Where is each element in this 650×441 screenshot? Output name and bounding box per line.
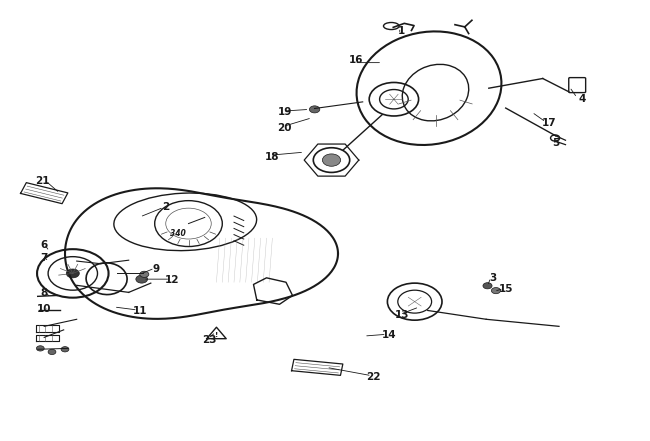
Text: 10: 10 xyxy=(37,304,51,314)
Text: 13: 13 xyxy=(395,310,409,320)
Circle shape xyxy=(36,346,44,351)
Text: 3: 3 xyxy=(489,273,497,283)
Text: 5: 5 xyxy=(552,138,560,148)
Text: 11: 11 xyxy=(133,306,147,316)
Text: 12: 12 xyxy=(165,275,179,285)
Text: 23: 23 xyxy=(202,335,216,344)
Text: 18: 18 xyxy=(265,152,279,161)
Text: 7: 7 xyxy=(40,253,48,263)
Polygon shape xyxy=(207,327,226,339)
Text: 340: 340 xyxy=(170,229,185,238)
Circle shape xyxy=(136,275,148,283)
Text: 15: 15 xyxy=(499,284,513,294)
Circle shape xyxy=(322,154,341,166)
Text: 1: 1 xyxy=(398,26,406,36)
Circle shape xyxy=(61,347,69,352)
Text: 22: 22 xyxy=(367,372,381,382)
Text: 19: 19 xyxy=(278,108,292,117)
Text: 6: 6 xyxy=(40,240,48,250)
Text: 2: 2 xyxy=(162,202,170,212)
Circle shape xyxy=(483,283,492,289)
Text: !: ! xyxy=(214,332,218,338)
Circle shape xyxy=(48,349,56,355)
Text: 17: 17 xyxy=(542,119,556,128)
Circle shape xyxy=(491,288,500,294)
Text: 21: 21 xyxy=(35,176,49,186)
Text: 4: 4 xyxy=(578,94,586,104)
Circle shape xyxy=(66,269,79,278)
Text: 20: 20 xyxy=(278,123,292,133)
Text: 16: 16 xyxy=(349,55,363,64)
Circle shape xyxy=(140,271,149,277)
Text: 9: 9 xyxy=(153,264,159,274)
Circle shape xyxy=(309,106,320,113)
Text: 14: 14 xyxy=(382,330,396,340)
Text: 8: 8 xyxy=(40,288,48,298)
